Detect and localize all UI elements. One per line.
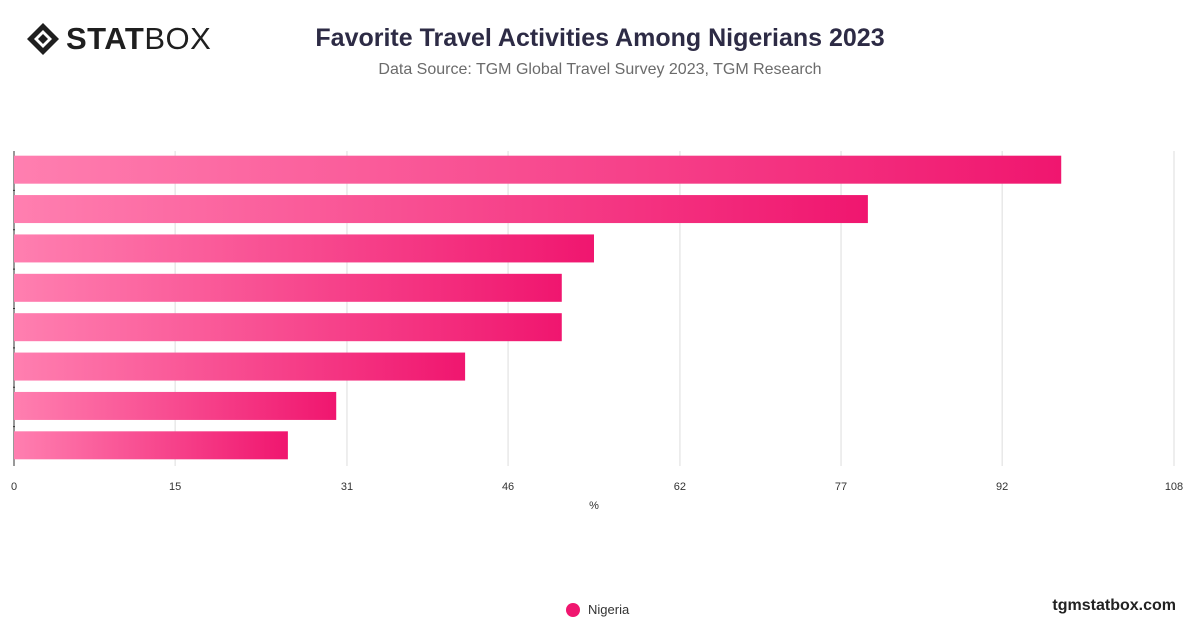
chart-subtitle: Data Source: TGM Global Travel Survey 20… xyxy=(378,61,822,78)
x-tick-label: 15 xyxy=(169,481,181,493)
x-axis-label: % xyxy=(589,500,599,512)
bar[interactable] xyxy=(14,195,868,224)
bar[interactable] xyxy=(14,352,466,381)
legend-label: Nigeria xyxy=(588,602,630,617)
x-tick-label: 108 xyxy=(1165,481,1183,493)
x-tick-label: 0 xyxy=(11,481,17,493)
bar[interactable] xyxy=(14,273,562,302)
bar[interactable] xyxy=(14,155,1062,184)
x-tick-label: 46 xyxy=(502,481,514,493)
x-tick-label: 92 xyxy=(996,481,1008,493)
x-tick-label: 31 xyxy=(341,481,353,493)
x-tick-label: 62 xyxy=(674,481,686,493)
bar[interactable] xyxy=(14,313,562,342)
statbox-logo: STATBOX xyxy=(26,22,211,56)
bar[interactable] xyxy=(14,391,337,420)
chart-title: Favorite Travel Activities Among Nigeria… xyxy=(315,24,885,52)
diamond-logo-icon xyxy=(27,23,59,55)
bar[interactable] xyxy=(14,234,594,263)
bar[interactable] xyxy=(14,431,288,460)
logo-wordmark: STATBOX xyxy=(66,21,212,56)
site-url: tgmstatbox.com xyxy=(1052,597,1176,614)
legend[interactable]: Nigeria xyxy=(566,602,629,617)
legend-swatch xyxy=(566,602,580,617)
x-tick-label: 77 xyxy=(835,481,847,493)
